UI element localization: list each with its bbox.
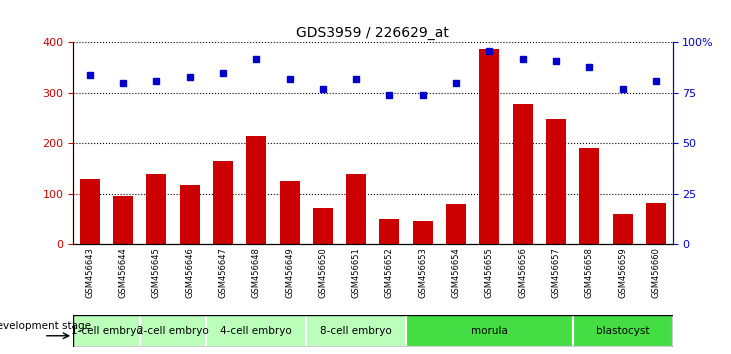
Text: 2-cell embryo: 2-cell embryo bbox=[137, 326, 209, 336]
Text: morula: morula bbox=[471, 326, 508, 336]
Text: 8-cell embryo: 8-cell embryo bbox=[320, 326, 392, 336]
Bar bbox=[579, 148, 599, 244]
Bar bbox=[406, 315, 572, 347]
Bar bbox=[213, 161, 233, 244]
Bar bbox=[572, 315, 673, 347]
Bar bbox=[546, 119, 566, 244]
Bar bbox=[279, 181, 300, 244]
Bar bbox=[346, 174, 366, 244]
Bar bbox=[306, 315, 406, 347]
Text: blastocyst: blastocyst bbox=[596, 326, 649, 336]
Bar bbox=[379, 219, 399, 244]
Bar bbox=[146, 174, 167, 244]
Bar bbox=[613, 214, 632, 244]
Bar bbox=[246, 136, 266, 244]
Title: GDS3959 / 226629_at: GDS3959 / 226629_at bbox=[296, 26, 450, 40]
Text: development stage: development stage bbox=[0, 321, 91, 331]
Bar bbox=[180, 185, 200, 244]
Bar bbox=[113, 196, 133, 244]
Bar bbox=[73, 315, 140, 347]
Text: 1-cell embryo: 1-cell embryo bbox=[70, 326, 143, 336]
Bar bbox=[140, 315, 206, 347]
Text: 4-cell embryo: 4-cell embryo bbox=[220, 326, 292, 336]
Bar bbox=[206, 315, 306, 347]
Bar bbox=[480, 48, 499, 244]
Bar bbox=[512, 104, 533, 244]
Bar bbox=[446, 204, 466, 244]
Bar bbox=[646, 203, 666, 244]
Bar bbox=[80, 179, 99, 244]
Bar bbox=[413, 221, 433, 244]
Bar bbox=[313, 208, 333, 244]
